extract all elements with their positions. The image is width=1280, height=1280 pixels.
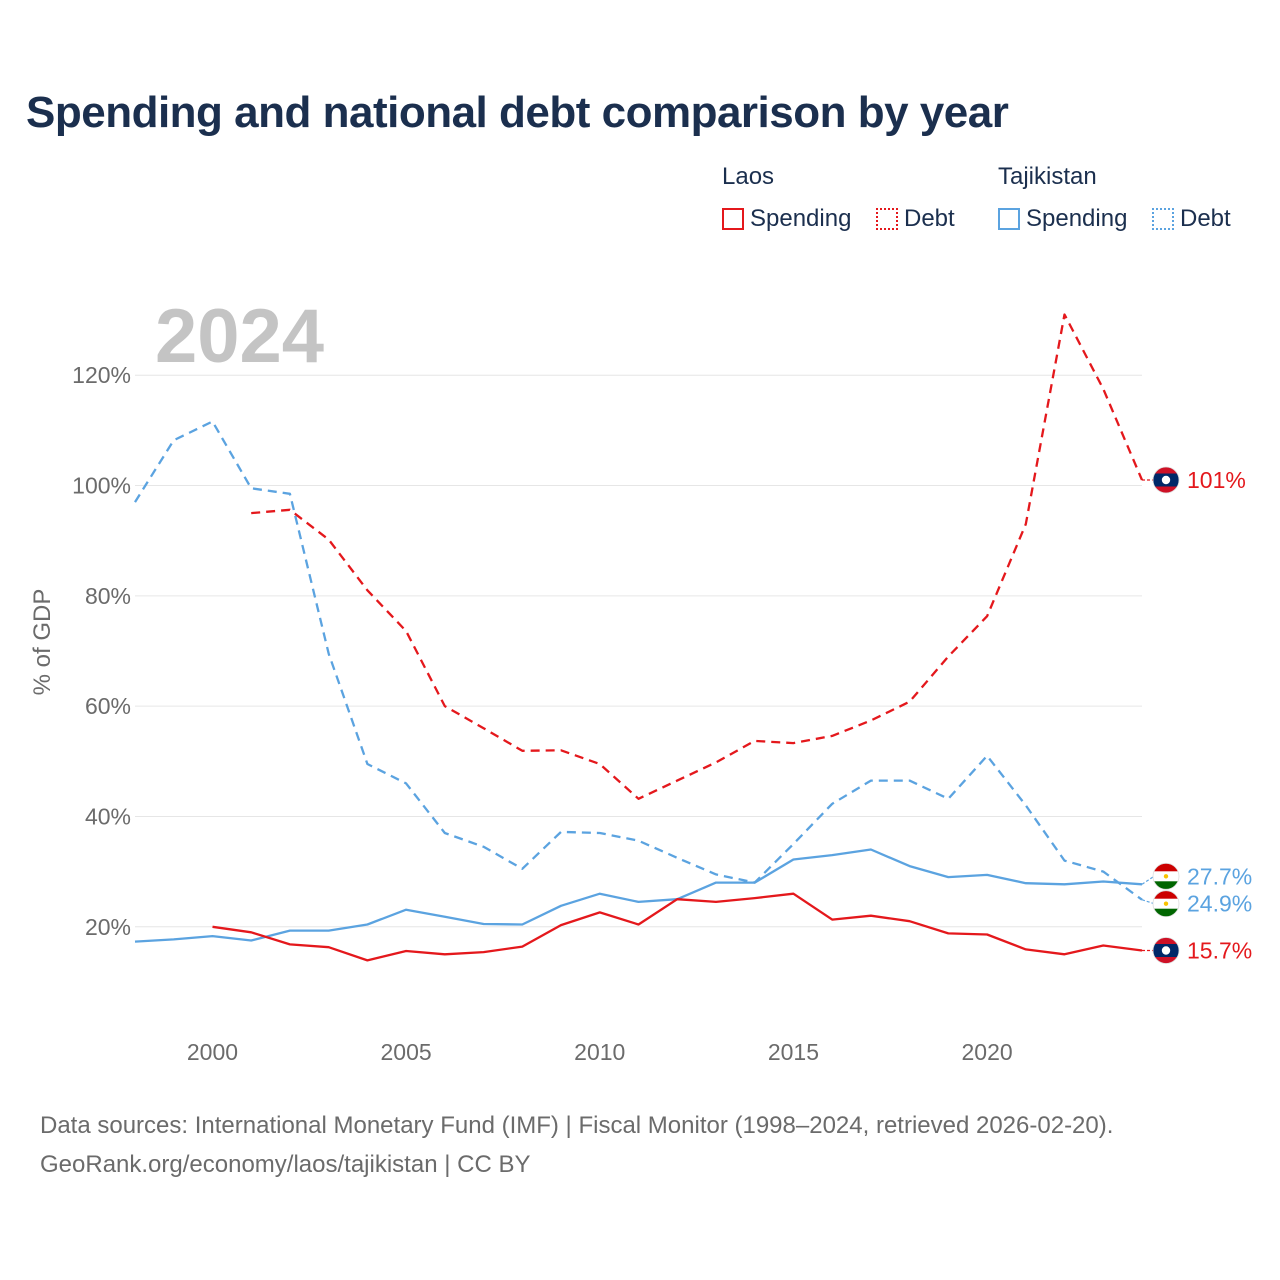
end-value-label: 101% [1187, 467, 1246, 493]
laos-flag-icon [1152, 466, 1180, 494]
y-tick-label: 40% [85, 803, 131, 829]
x-tick-label: 2000 [187, 1039, 238, 1065]
end-value-label: 24.9% [1187, 891, 1252, 917]
end-connector [1141, 875, 1155, 885]
end-value-label: 27.7% [1187, 863, 1252, 889]
end-value-label: 15.7% [1187, 937, 1252, 963]
legend-country-tajikistan: Tajikistan [998, 163, 1097, 190]
dotted-line-swatch-icon [1152, 208, 1174, 230]
dotted-line-swatch-icon [876, 208, 898, 230]
source-line-1: Data sources: International Monetary Fun… [40, 1112, 1114, 1139]
legend-laos-spending-label: Spending [750, 205, 852, 232]
source-note: Data sources: International Monetary Fun… [40, 1106, 1113, 1184]
series-line-laos-spending[interactable] [212, 892, 1143, 962]
x-tick-label: 2005 [381, 1039, 432, 1065]
y-axis-label: % of GDP [29, 589, 56, 696]
line-chart: 2024 20%40%60%80%100%120% 2000 2005 2010 20… [29, 294, 1252, 1065]
gridlines [135, 374, 1142, 928]
y-tick-label: 100% [72, 473, 131, 499]
legend-laos-spending[interactable]: Spending [722, 205, 851, 233]
x-axis-ticks: 2000 2005 2010 2015 2020 [187, 1039, 1013, 1065]
solid-line-swatch-icon [998, 208, 1020, 230]
x-tick-label: 2015 [768, 1039, 819, 1065]
x-tick-label: 2020 [961, 1039, 1012, 1065]
legend-tajikistan-debt[interactable]: Debt [1152, 205, 1231, 233]
legend-country-laos: Laos [722, 163, 775, 190]
legend-laos-debt-label: Debt [904, 205, 955, 232]
tajikistan-flag-icon [1152, 890, 1180, 918]
series-line-tajikistan-spending[interactable] [134, 848, 1143, 943]
y-axis-ticks: 20% 40% 60% 80% 100% 120% [72, 362, 131, 940]
source-line-2: GeoRank.org/economy/laos/tajikistan | CC… [40, 1151, 531, 1178]
legend-tajikistan-debt-label: Debt [1180, 205, 1231, 232]
series-line-tajikistan-debt[interactable] [134, 420, 1143, 901]
y-tick-label: 120% [72, 362, 131, 388]
series-line-laos-debt[interactable] [251, 313, 1144, 800]
series-lines [134, 313, 1144, 962]
legend-tajikistan-spending[interactable]: Spending [998, 205, 1127, 233]
solid-line-swatch-icon [722, 208, 744, 230]
legend-laos: Laos Spending Debt [722, 163, 972, 243]
x-tick-label: 2010 [574, 1039, 625, 1065]
legend-tajikistan-spending-label: Spending [1026, 205, 1128, 232]
y-tick-label: 80% [85, 583, 131, 609]
year-watermark: 2024 [155, 294, 324, 379]
legend-laos-debt[interactable]: Debt [876, 205, 955, 233]
legend-tajikistan: Tajikistan Spending Debt [998, 163, 1258, 243]
laos-flag-icon [1152, 937, 1180, 964]
y-tick-label: 20% [85, 914, 131, 940]
end-markers: 24.9%27.7% 101% 15.7% [1141, 466, 1252, 964]
chart-title: Spending and national debt comparison by… [26, 88, 1009, 137]
y-tick-label: 60% [85, 693, 131, 719]
tajikistan-flag-icon [1152, 862, 1180, 890]
end-connector [1141, 899, 1155, 905]
